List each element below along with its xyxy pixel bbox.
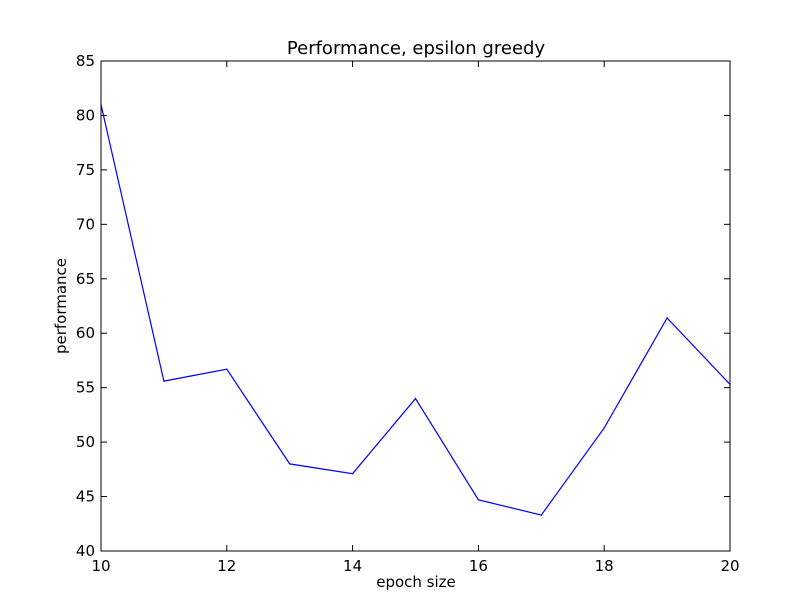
chart-title: Performance, epsilon greedy [287,38,546,59]
x-axis-label: epoch size [376,573,456,591]
y-tick-label: 45 [76,488,95,506]
x-tick-label: 10 [91,557,110,575]
y-axis-label: performance [52,258,70,354]
y-tick-label: 60 [76,324,95,342]
y-tick-label: 85 [76,52,95,70]
x-tick-label: 20 [720,557,739,575]
x-tick-label: 12 [217,557,236,575]
data-point [540,514,542,516]
x-tick-label: 14 [343,557,362,575]
data-point [226,368,228,370]
y-tick-label: 50 [76,433,95,451]
data-point [477,499,479,501]
data-point [163,380,165,382]
y-tick-label: 75 [76,161,95,179]
ticks-layer: 10 12 14 16 18 20 40 45 50 55 60 65 70 75 80 85 [76,52,740,575]
plot-frame [100,60,731,552]
x-tick-label: 18 [595,557,614,575]
y-tick-label: 65 [76,270,95,288]
y-tick-label: 55 [76,379,95,397]
data-point [289,463,291,465]
data-point [414,397,417,400]
data-point [603,427,605,429]
y-tick-label: 40 [76,542,95,560]
data-point [352,473,354,475]
data-point [666,317,668,319]
x-tick-label: 16 [469,557,488,575]
y-tick-label: 70 [76,215,95,233]
y-tick-label: 80 [76,106,95,124]
